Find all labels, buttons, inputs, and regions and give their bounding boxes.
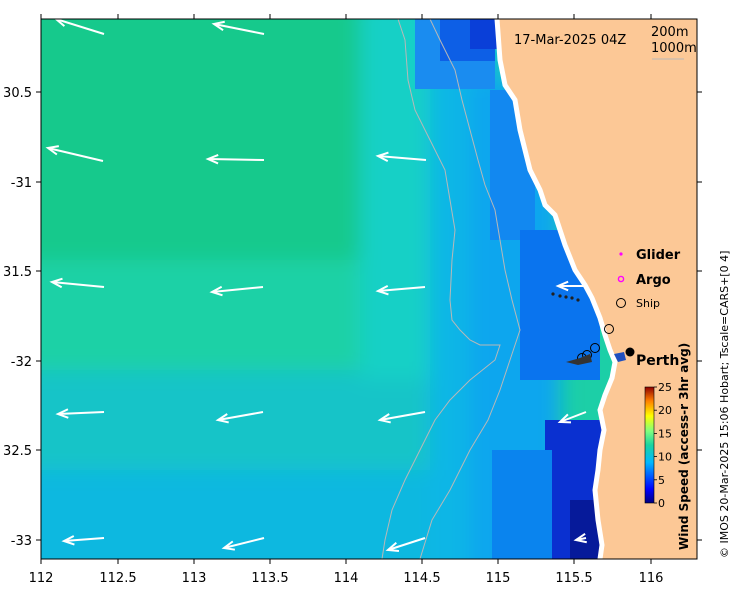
longitude-axis: 112 112.5 113 113.5 114 114.5 115 115.5 116 [29,14,664,586]
wind-arrow-head [49,277,63,289]
lon-tick-label: 115 [486,571,511,586]
wind-arrow [211,286,264,293]
lat-tick-label: 30.5 [3,86,32,101]
wind-arrow-head [377,413,391,424]
timestamp: 17-Mar-2025 04Z [514,33,626,48]
credit-text: © IMOS 20-Mar-2025 15:06 Hobart; Tscale=… [718,251,731,558]
wind-arrow-head [45,145,60,156]
lat-tick-label: 32.5 [3,444,32,459]
wind-arrow-head [215,413,229,424]
wind-arrow [559,411,587,423]
colorbar-tick-label: 20 [658,404,672,417]
wind-arrow [57,411,105,415]
glider-legend-icon [619,252,623,256]
wind-arrow-head [55,408,69,419]
lat-tick-label: -32 [11,355,32,370]
wind-arrow-head [557,413,572,424]
colorbar-tick-label: 0 [658,497,665,510]
colorbar-tick-label: 10 [658,451,672,464]
latitude-axis: 30.5 -31 31.5 -32 32.5 -33 [3,86,702,549]
wind-arrow [63,537,105,542]
wind-arrow-head [205,153,219,165]
wind-arrow [387,537,426,551]
lon-tick-label: 115.5 [555,571,592,586]
wind-arrow [213,23,265,35]
lon-tick-label: 114.5 [403,571,440,586]
wind-arrow-head [573,532,587,544]
wind-vectors [45,19,587,552]
argo-legend-icon [617,275,625,283]
wind-speed-colorbar: 25 20 15 10 5 0 Wind Speed (access-r 3hr avg) [644,343,691,550]
perth-label: Perth [636,353,679,369]
wind-arrow-head [375,151,389,162]
wind-arrow-head [61,535,75,546]
ship-track [551,292,614,365]
wind-arrow [223,537,265,549]
plot-frame [40,18,698,560]
lat-tick-label: -31 [11,176,32,191]
colorbar-tick-label: 5 [658,474,665,487]
wind-arrow-head [375,284,389,296]
wind-arrow-head [211,20,225,32]
wind-arrow [377,286,426,292]
platform-legend: Glider Argo Ship [616,248,681,310]
wind-arrow [47,147,104,162]
lon-tick-label: 112.5 [99,571,136,586]
wind-arrow [51,281,105,288]
contour-200m-label: 200m [651,25,688,40]
lon-tick-label: 112 [29,571,54,586]
wind-arrow [379,411,426,421]
wind-arrow [55,19,105,35]
lon-tick-label: 113.5 [251,571,288,586]
coastline-white-band [494,19,618,559]
glider-legend-label: Glider [636,248,681,263]
wind-arrow-head [221,540,236,551]
wind-arrow [217,411,264,421]
wind-arrow-head [555,280,569,292]
ship-legend-icon [616,298,626,308]
wind-arrow [207,158,265,161]
lon-tick-label: 116 [639,571,664,586]
bathymetry-contours [381,19,521,559]
wind-arrow-head [54,19,67,27]
colorbar-tick-label: 15 [658,427,672,440]
ship-legend-label: Ship [636,297,660,310]
colorbar-title: Wind Speed (access-r 3hr avg) [677,343,691,550]
lon-tick-label: 114 [334,571,359,586]
lat-tick-label: -33 [11,534,32,549]
contour-1000m-label: 1000m [651,41,697,56]
perth-marker: Perth [614,347,679,369]
wind-arrow-head [209,285,223,297]
argo-legend-label: Argo [636,273,671,288]
lat-tick-label: 31.5 [3,265,32,280]
wind-arrow-head [385,542,400,552]
wind-arrow [377,155,427,161]
colorbar-tick-label: 25 [658,381,672,394]
lon-tick-label: 113 [182,571,207,586]
